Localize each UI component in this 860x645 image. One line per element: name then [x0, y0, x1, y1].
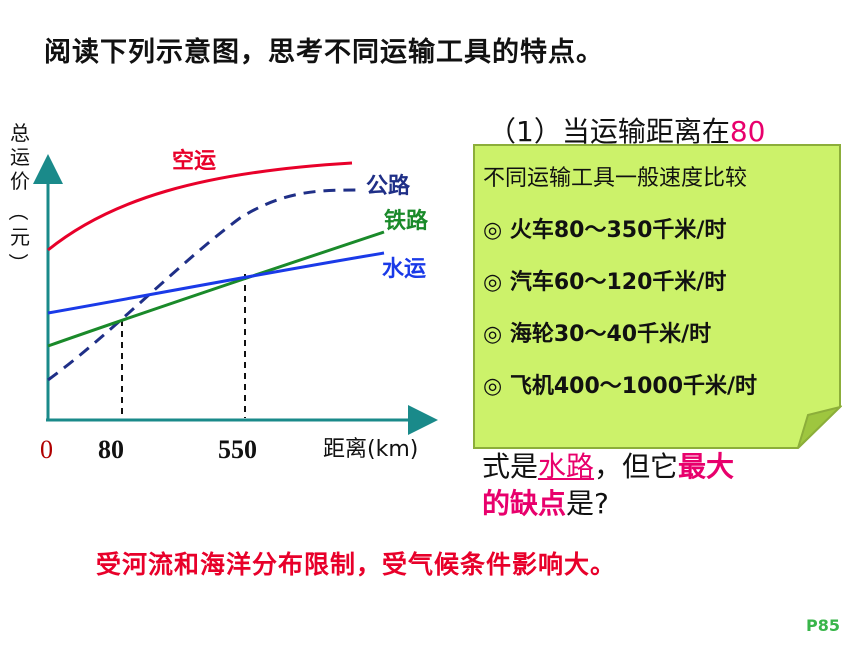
question-distance: 80 — [729, 115, 766, 148]
note-item-ship: ◎ 海轮30～40千米/时 — [483, 322, 712, 347]
note-title: 不同运输工具一般速度比较 — [483, 166, 748, 191]
x-tick-label-80: 80 — [98, 435, 124, 464]
y-axis-label-char: 总 — [10, 121, 30, 145]
slide-title: 阅读下列示意图，思考不同运输工具的特点。 — [44, 37, 604, 68]
series-label-road: 公路 — [366, 173, 411, 199]
question-highlight: 最大 — [678, 450, 735, 483]
question-line-1: （1）当运输距离在80 — [488, 110, 765, 150]
question-highlight: 的缺点 — [482, 487, 567, 520]
origin-label: 0 — [40, 435, 53, 464]
question-line-2: 式是水路，但它最大 — [482, 445, 734, 485]
question-text: 式是 — [482, 450, 539, 483]
note-fold — [797, 405, 842, 449]
series-label-air: 空运 — [172, 148, 216, 174]
series-line-road — [47, 188, 361, 382]
note-item-train: ◎ 火车80～350千米/时 — [483, 218, 727, 243]
answer-text: 受河流和海洋分布限制，受气候条件影响大。 — [96, 550, 617, 579]
series-line-rail — [47, 230, 385, 348]
question-prefix: （1）当运输距离在 — [488, 115, 730, 148]
series-line-air — [47, 161, 353, 252]
speed-comparison-note — [473, 144, 842, 449]
note-item-plane: ◎ 飞机400～1000千米/时 — [483, 374, 758, 399]
question-answer-blank: 水路 — [538, 450, 595, 483]
page-number: P85 — [806, 616, 840, 635]
series-label-water: 水运 — [382, 257, 426, 282]
y-axis-label-char: 元 — [10, 225, 30, 249]
y-axis-label-char: ） — [6, 253, 30, 273]
y-axis-label-char: （ — [6, 201, 30, 221]
series-line-water — [47, 251, 385, 315]
series-label-rail: 铁路 — [384, 208, 429, 234]
question-line-3: 的缺点是? — [482, 482, 609, 522]
x-tick-label-550: 550 — [218, 435, 257, 464]
question-text: ，但它 — [594, 450, 679, 483]
question-text: 是? — [566, 487, 609, 520]
y-axis-label-char: 运 — [10, 145, 30, 169]
note-item-car: ◎ 汽车60～120千米/时 — [483, 270, 727, 295]
y-axis-label-char: 价 — [10, 169, 30, 193]
x-axis-label: 距离(km) — [323, 437, 418, 462]
